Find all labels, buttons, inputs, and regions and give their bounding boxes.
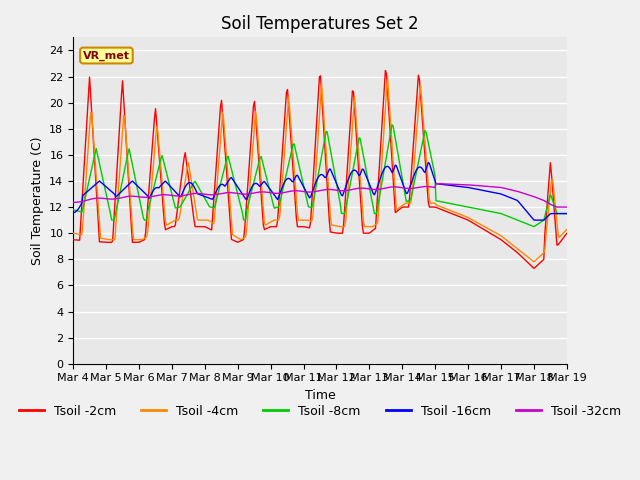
Tsoil -16cm [69,210,77,216]
Tsoil -16cm [364,177,372,183]
Tsoil -16cm [233,183,241,189]
Tsoil -2cm [364,230,372,236]
Tsoil -8cm [390,130,398,135]
Tsoil -4cm [291,180,299,186]
Tsoil -2cm [233,239,241,245]
Tsoil -32cm [596,204,604,210]
Tsoil -32cm [548,203,556,208]
Tsoil -2cm [530,265,538,271]
Tsoil -4cm [550,187,557,192]
Line: Tsoil -8cm: Tsoil -8cm [73,125,600,227]
Tsoil -32cm [69,200,77,205]
Tsoil -16cm [550,211,557,216]
Tsoil -2cm [390,193,398,199]
Tsoil -8cm [596,217,604,223]
Tsoil -16cm [596,211,604,216]
Tsoil -4cm [390,175,398,181]
Tsoil -8cm [364,176,372,182]
Tsoil -2cm [596,230,604,236]
Tsoil -4cm [233,234,241,240]
Tsoil -8cm [458,203,465,209]
Legend: Tsoil -2cm, Tsoil -4cm, Tsoil -8cm, Tsoil -16cm, Tsoil -32cm: Tsoil -2cm, Tsoil -4cm, Tsoil -8cm, Tsoi… [14,400,626,423]
Y-axis label: Soil Temperature (C): Soil Temperature (C) [31,136,44,265]
Tsoil -32cm [364,186,372,192]
X-axis label: Time: Time [305,389,335,402]
Tsoil -2cm [550,200,557,205]
Tsoil -16cm [424,159,432,165]
Tsoil -32cm [432,180,440,186]
Tsoil -4cm [364,224,372,229]
Tsoil -32cm [233,191,241,196]
Tsoil -2cm [381,68,389,73]
Tsoil -2cm [69,237,77,242]
Line: Tsoil -4cm: Tsoil -4cm [73,78,600,262]
Tsoil -32cm [389,184,397,190]
Tsoil -32cm [458,182,465,188]
Line: Tsoil -16cm: Tsoil -16cm [73,162,600,220]
Tsoil -2cm [458,215,465,220]
Tsoil -16cm [389,168,397,174]
Line: Tsoil -32cm: Tsoil -32cm [73,183,600,207]
Tsoil -4cm [530,259,538,264]
Tsoil -32cm [291,188,299,193]
Tsoil -2cm [291,199,299,204]
Tsoil -16cm [291,175,299,180]
Tsoil -8cm [530,224,538,229]
Tsoil -32cm [554,204,562,210]
Tsoil -16cm [458,184,465,190]
Tsoil -8cm [550,201,557,206]
Tsoil -4cm [596,224,604,229]
Tsoil -4cm [458,212,465,217]
Tsoil -4cm [384,75,392,81]
Tsoil -16cm [531,217,539,223]
Line: Tsoil -2cm: Tsoil -2cm [73,71,600,268]
Tsoil -8cm [233,188,241,194]
Title: Soil Temperatures Set 2: Soil Temperatures Set 2 [221,15,419,33]
Tsoil -8cm [291,146,299,152]
Text: VR_met: VR_met [83,50,130,60]
Tsoil -8cm [69,207,77,213]
Tsoil -8cm [388,122,396,128]
Tsoil -4cm [69,230,77,236]
